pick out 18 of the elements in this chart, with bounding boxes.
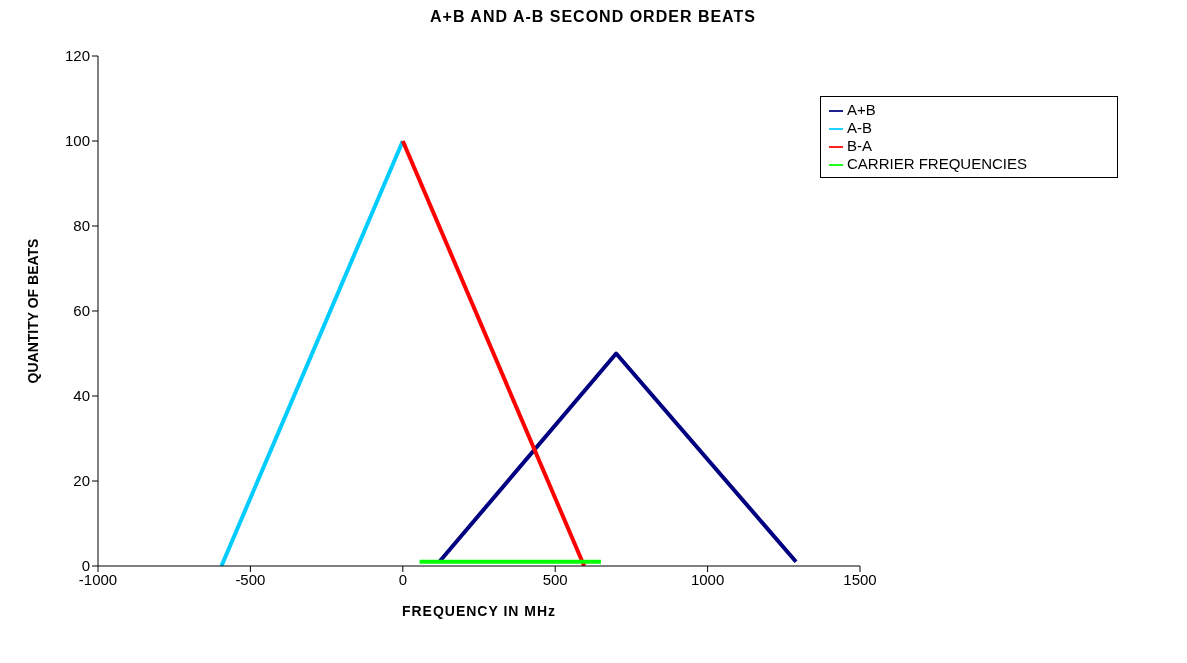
chart-title: A+B AND A-B SECOND ORDER BEATS — [429, 8, 757, 26]
y-tick-label: 120 — [64, 47, 90, 65]
y-axis-title: QUANTITY OF BEATS — [24, 238, 41, 384]
y-tick-label: 20 — [73, 472, 90, 490]
y-tick-label: 60 — [73, 302, 90, 320]
x-tick-label: 500 — [542, 570, 568, 588]
x-tick-label: 0 — [398, 570, 407, 588]
legend-label: A+B — [847, 101, 876, 118]
y-tick-label: 80 — [73, 217, 90, 235]
y-tick-label: 40 — [73, 387, 90, 405]
x-tick-label: 1500 — [843, 570, 877, 588]
x-tick-label: -500 — [235, 570, 266, 588]
x-axis-title: FREQUENCY IN MHz — [401, 603, 557, 619]
legend-label: CARRIER FREQUENCIES — [847, 155, 1028, 172]
x-tick-label: 1000 — [690, 570, 725, 588]
legend-label: B-A — [847, 137, 873, 154]
legend-label: A-B — [847, 119, 873, 136]
y-tick-label: 100 — [64, 132, 90, 150]
